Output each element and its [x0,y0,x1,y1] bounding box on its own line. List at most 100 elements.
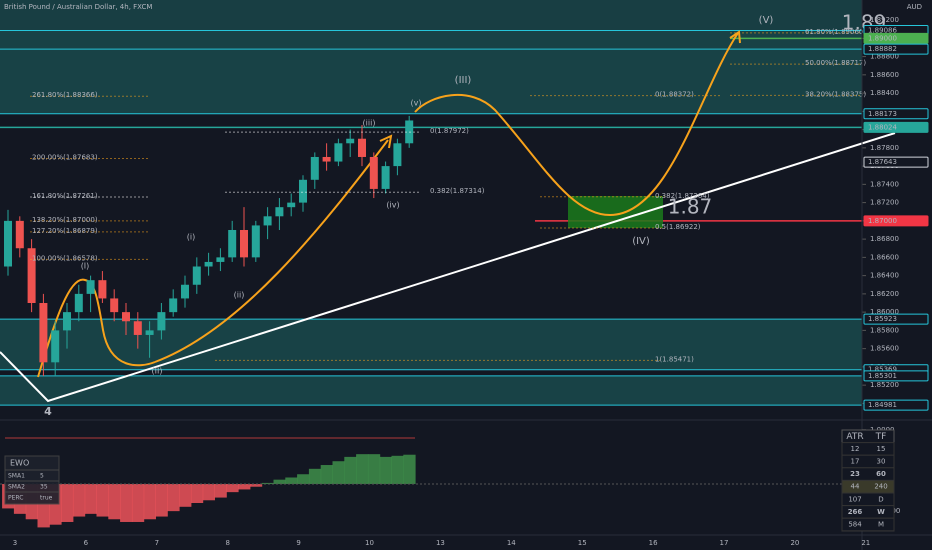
fib-label: 50.00%(1.88717) [805,59,866,67]
level-label: 1.88882 [868,45,897,53]
candle-body [63,312,71,331]
y-tick-label: 1.85200 [870,381,899,389]
candle-body [228,229,237,258]
candle-body [74,293,83,313]
atr-header: TF [875,432,887,442]
atr-cell: 60 [876,470,886,478]
ewo-bar [72,484,86,517]
zone [0,49,862,114]
x-tick-label: 14 [507,539,516,547]
ewo-bar [285,477,298,485]
trend-line [0,132,896,403]
wave-label: (i) [187,233,195,242]
atr-cell: W [877,508,885,516]
level-box [863,43,929,55]
indicator: EWO SMA1 5 SMA2 35 PERC true [0,454,862,528]
zone [0,30,862,50]
level-box [863,121,929,133]
candle-body [334,143,343,162]
level-label: 1.88024 [868,123,897,131]
grid [862,19,866,404]
level-box [863,108,929,120]
ewo-bar [320,465,333,485]
atr-header: ATR [846,432,863,442]
y-tick-label: 1.88400 [870,89,899,97]
level-label: 1.85923 [868,315,897,323]
candle-body [4,220,12,267]
atr-cell: 17 [851,458,860,466]
atr-cell: 44 [851,483,860,491]
candle-body [287,202,296,208]
atr-cell: 107 [848,495,861,503]
target-zone [568,196,663,228]
y-tick-label: 1.86000 [870,308,899,316]
wave-label: (III) [455,75,472,86]
level-box [863,156,929,168]
x-tick-label: 9 [296,539,300,547]
wave-label: (v) [411,99,422,108]
atr-cell: 266 [848,508,863,516]
zone [0,319,862,370]
candle-body [27,248,36,304]
ewo-bar [403,454,416,485]
ewo-bar [131,484,145,522]
atr-cell: 30 [877,458,886,466]
candle-body [216,257,225,262]
level-label: 1.87643 [868,158,897,166]
y-tick-label: 1.86800 [870,235,899,243]
ewo-bar [96,484,109,517]
fib-label: 261.80%(1.88366) [32,91,98,99]
level-label: 1.88173 [868,110,897,118]
atr-cell: 240 [874,483,887,491]
x-tick-label: 21 [861,539,870,547]
ewo-bar [297,474,310,485]
ewo-bar [356,454,369,485]
legend-value: true [40,495,53,502]
arrow-head [729,30,741,44]
ewo-bar [167,484,180,512]
y-tick-label: 1.87200 [870,199,899,207]
candle-body [145,330,154,335]
level-box [863,215,929,227]
x-tick-label: 15 [578,539,587,547]
ewo-bar [84,484,97,514]
ewo-bar [273,479,286,485]
wave-label: (ii) [234,291,245,300]
legend-key: SMA1 [8,473,25,480]
candle-body [322,156,331,162]
y-tick-label: 1.86400 [870,272,899,280]
wave-label: (V) [759,15,774,26]
x-tick-label: 8 [225,539,229,547]
legend-value: 5 [40,473,44,480]
level-box [863,313,929,325]
target-label: 1.87 [668,195,713,219]
fib-label: 0.382(1.87314) [430,187,485,195]
ewo-bar [190,484,204,503]
level-box [863,370,929,382]
chart-title: British Pound / Australian Dollar, 4h, F… [4,3,152,11]
candle-body [381,166,390,189]
x-tick-label: 3 [13,539,17,547]
ewo-bar [379,456,392,485]
y-tick-label: 1.88600 [870,71,899,79]
wave-label: (iv) [386,201,399,210]
fib-label: 127.20%(1.86879) [32,227,98,235]
ewo-bar [61,484,74,522]
x-tick-label: 13 [436,539,445,547]
zone [0,0,862,31]
fib-label: 61.80%(1.89060) [805,28,866,36]
candle-body [393,143,402,167]
ewo-bar [143,484,156,520]
y-tick-label: 1.87800 [870,144,899,152]
fib-label: 1(1.85471) [655,355,694,363]
candle-body [251,225,260,258]
y-tick-label: 1.87400 [870,180,899,188]
ewo-bar [391,455,404,485]
candle-body [299,179,307,203]
candle-body [369,156,378,189]
candle-body [15,220,24,249]
candle-body [240,229,248,258]
zone [0,375,862,406]
